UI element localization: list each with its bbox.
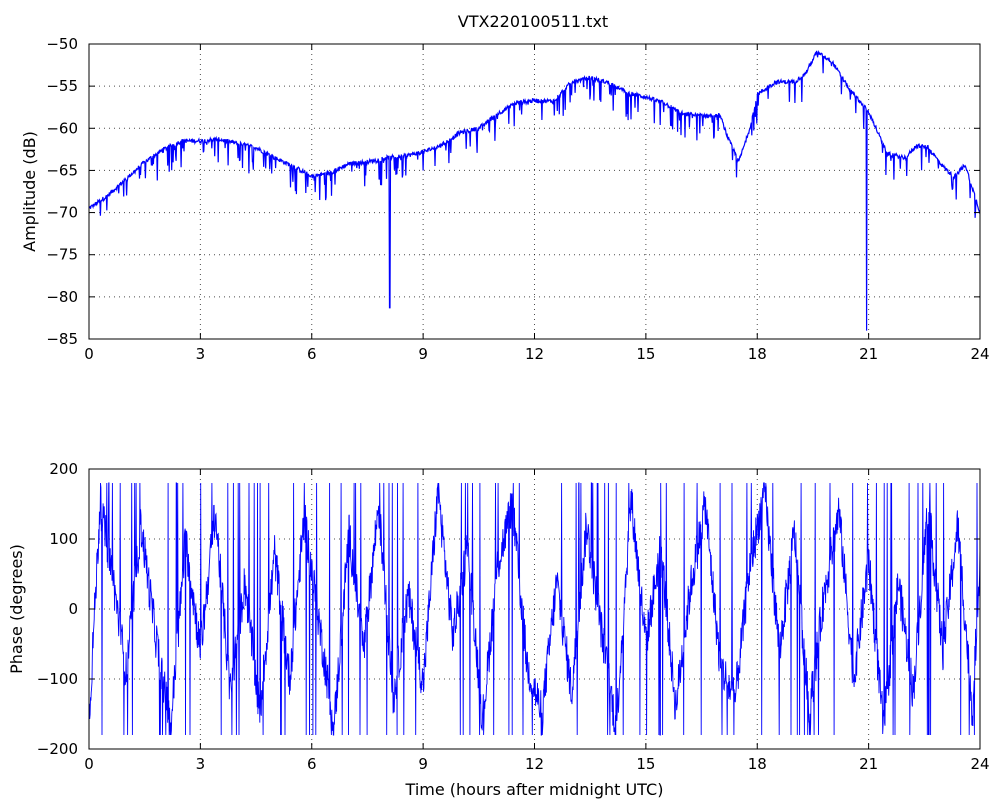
x-tick-label: 12 bbox=[525, 755, 544, 773]
y-tick-label: −60 bbox=[46, 119, 78, 137]
x-tick-label: 0 bbox=[84, 345, 94, 363]
time-x-axis-label: Time (hours after midnight UTC) bbox=[405, 780, 664, 799]
y-tick-label: 0 bbox=[68, 600, 78, 618]
y-tick-label: −55 bbox=[46, 77, 78, 95]
x-tick-label: 3 bbox=[196, 755, 206, 773]
x-tick-label: 15 bbox=[636, 755, 655, 773]
y-tick-label: −70 bbox=[46, 204, 78, 222]
y-tick-label: −100 bbox=[37, 670, 78, 688]
x-tick-label: 6 bbox=[307, 345, 317, 363]
phase-plot: 0 3 6 9 12 15 18 21 24 −200 −100 0 100 200 Phase (degr… bbox=[7, 460, 990, 799]
y-tick-label: −75 bbox=[46, 246, 78, 264]
y-tick-label: −50 bbox=[46, 35, 78, 53]
x-tick-label: 9 bbox=[418, 755, 428, 773]
x-tick-label: 15 bbox=[636, 345, 655, 363]
phase-series-line bbox=[88, 482, 981, 736]
y-tick-label: −65 bbox=[46, 161, 78, 179]
x-tick-label: 18 bbox=[748, 345, 767, 363]
amplitude-y-axis-label: Amplitude (dB) bbox=[20, 131, 39, 252]
x-tick-label: 24 bbox=[970, 755, 989, 773]
x-tick-label: 3 bbox=[196, 345, 206, 363]
amplitude-plot: 0 3 6 9 12 15 18 21 24 −85 −80 −75 −70 −65 −60 −55 −50 Am… bbox=[20, 35, 990, 363]
x-tick-label: 24 bbox=[970, 345, 989, 363]
chart-title: VTX220100511.txt bbox=[458, 12, 608, 31]
y-tick-label: −85 bbox=[46, 330, 78, 348]
phase-y-axis-label: Phase (degrees) bbox=[7, 544, 26, 674]
x-tick-label: 21 bbox=[859, 345, 878, 363]
x-tick-label: 9 bbox=[418, 345, 428, 363]
x-tick-label: 18 bbox=[748, 755, 767, 773]
y-tick-label: 200 bbox=[49, 460, 78, 478]
x-tick-label: 12 bbox=[525, 345, 544, 363]
y-tick-label: −200 bbox=[37, 740, 78, 758]
x-tick-label: 21 bbox=[859, 755, 878, 773]
y-tick-label: 100 bbox=[49, 530, 78, 548]
amplitude-series-line bbox=[88, 50, 981, 331]
y-tick-label: −80 bbox=[46, 288, 78, 306]
x-tick-label: 6 bbox=[307, 755, 317, 773]
x-tick-label: 0 bbox=[84, 755, 94, 773]
